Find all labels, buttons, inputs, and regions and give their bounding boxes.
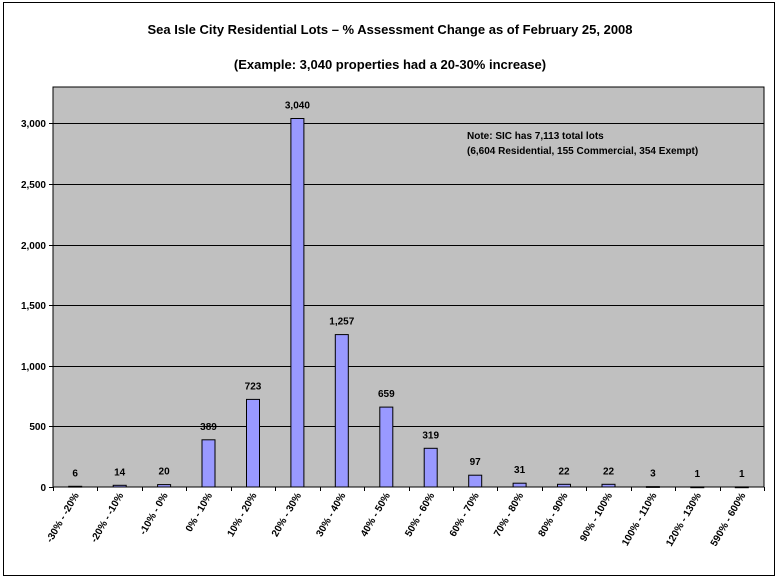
data-label: 1,257 (329, 317, 354, 328)
x-tick-label: 10% - 20% (226, 491, 260, 539)
x-tick-label: 70% - 80% (492, 491, 526, 539)
y-tick-label: 500 (29, 422, 46, 433)
chart-subtitle: (Example: 3,040 properties had a 20-30% … (233, 57, 547, 72)
y-tick-label: 0 (40, 483, 46, 494)
data-label: 389 (200, 422, 217, 433)
bar (379, 406, 394, 488)
data-label: 3,040 (285, 101, 310, 112)
x-tick-label: -20% - -10% (89, 491, 126, 545)
x-tick-label: -10% - 0% (138, 491, 171, 537)
plot-area (52, 86, 765, 488)
data-label: 14 (114, 467, 126, 478)
note-line-1: Note: SIC has 7,113 total lots (467, 131, 604, 142)
chart-title: Sea Isle City Residential Lots – % Asses… (147, 22, 633, 37)
bar (157, 484, 172, 488)
note-line-2: (6,604 Residential, 155 Commercial, 354 … (467, 146, 698, 157)
bar (734, 486, 749, 489)
data-label: 97 (470, 457, 482, 468)
bar-series (68, 118, 749, 489)
x-axis: -30% - -20% -20% - -10% -10% - 0% 0% - 10% 1… (44, 487, 765, 549)
y-tick-label: 2,500 (21, 180, 46, 191)
bar (334, 334, 349, 488)
bar (690, 486, 705, 489)
y-tick-label: 1,500 (21, 301, 46, 312)
bar (645, 486, 660, 488)
x-tick-label: -30% - -20% (44, 491, 81, 545)
data-label: 659 (378, 389, 395, 400)
bar (512, 482, 527, 488)
data-label: 1 (739, 469, 745, 480)
data-label: 723 (245, 381, 262, 392)
data-label: 6 (72, 468, 78, 479)
bar (557, 483, 571, 488)
bar (468, 474, 483, 488)
data-label: 1 (695, 469, 701, 480)
x-tick-label: 80% - 90% (537, 491, 571, 539)
y-tick-label: 1,000 (21, 362, 46, 373)
y-tick-label: 3,000 (21, 119, 46, 130)
data-label: 319 (422, 430, 439, 441)
x-tick-label: 60% - 70% (448, 491, 482, 539)
x-tick-label: 50% - 60% (403, 491, 437, 539)
bar (423, 447, 438, 488)
data-label: 3 (650, 469, 656, 480)
bar (68, 485, 83, 488)
x-tick-label: 90% - 100% (578, 491, 615, 544)
bar (112, 484, 127, 488)
data-label: 20 (159, 467, 171, 478)
x-tick-label: 590% - 600% (709, 491, 749, 549)
x-tick-label: 30% - 40% (314, 491, 348, 539)
data-label: 31 (514, 465, 526, 476)
x-tick-label: 120% - 130% (664, 491, 704, 549)
bar (246, 398, 260, 488)
y-tick-label: 2,000 (21, 241, 46, 252)
y-axis: 0 500 1,000 1,500 2,000 2,500 3,000 (21, 119, 53, 494)
x-tick-label: 40% - 50% (359, 491, 393, 539)
x-tick-label: 100% - 110% (620, 491, 659, 548)
x-tick-label: 0% - 10% (184, 491, 215, 534)
gridlines (53, 123, 764, 427)
x-tick-label: 20% - 30% (270, 491, 304, 539)
data-label: 22 (603, 466, 615, 477)
data-label: 22 (558, 466, 570, 477)
bar (201, 439, 216, 488)
bar (290, 118, 305, 488)
bar (601, 483, 616, 488)
